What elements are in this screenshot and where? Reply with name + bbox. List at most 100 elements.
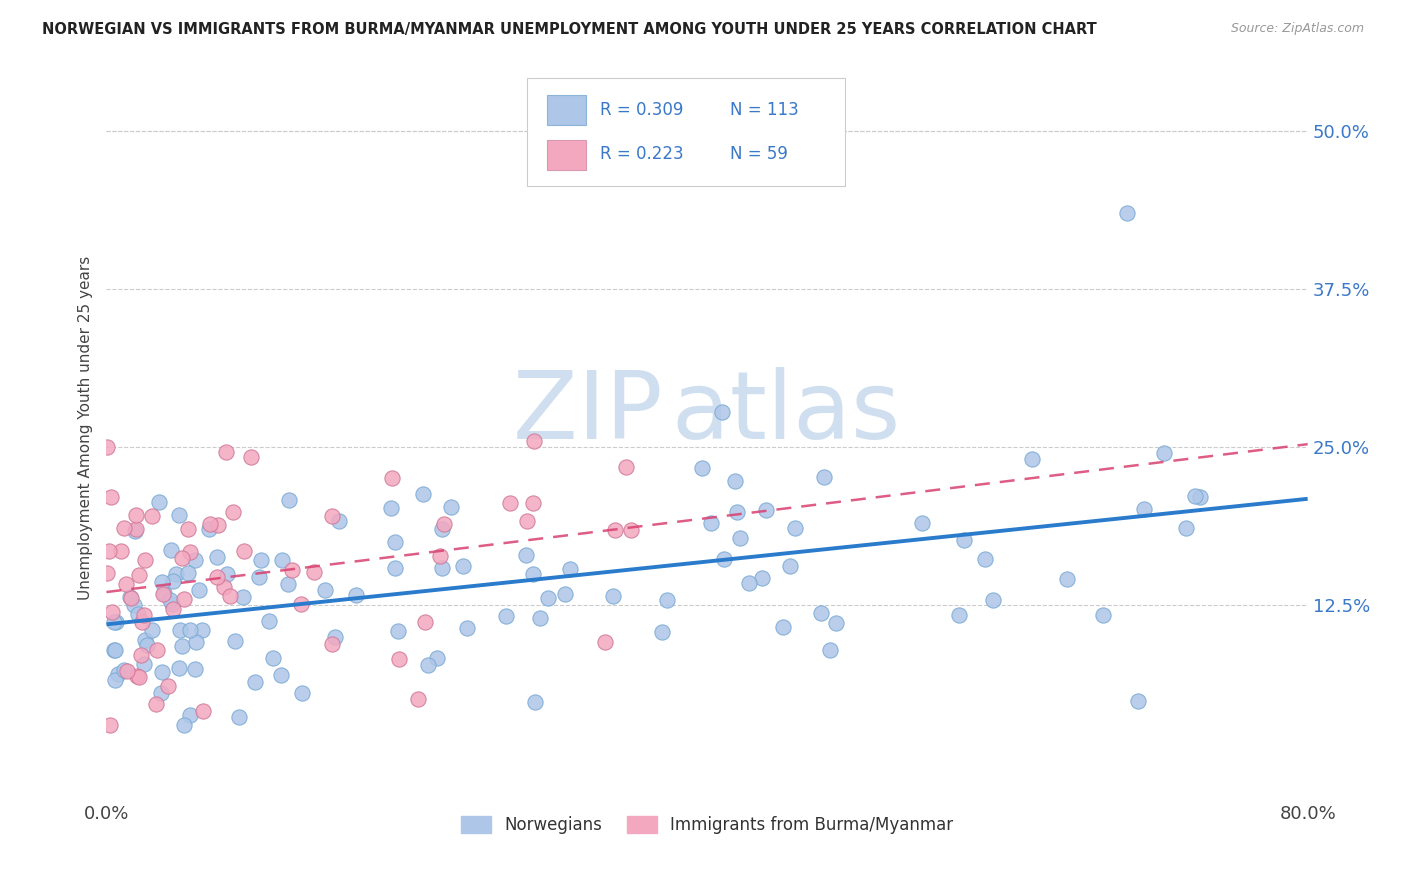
Point <box>430 522 453 536</box>
Point <box>387 624 409 638</box>
Point <box>112 521 135 535</box>
Point <box>426 651 449 665</box>
Point <box>384 535 406 549</box>
Point <box>179 623 201 637</box>
Point <box>198 517 221 532</box>
Point <box>159 593 181 607</box>
Point <box>228 709 250 723</box>
Point <box>430 561 453 575</box>
Point <box>620 523 643 537</box>
Point <box>122 598 145 612</box>
Point <box>1056 572 1078 586</box>
Point <box>314 582 336 597</box>
Point <box>1184 489 1206 503</box>
Point <box>239 450 262 465</box>
Point <box>737 576 759 591</box>
Point <box>110 544 132 558</box>
Point <box>953 533 976 547</box>
Point <box>602 589 624 603</box>
Point <box>290 597 312 611</box>
Point <box>910 516 932 531</box>
Point <box>270 668 292 682</box>
Point <box>173 717 195 731</box>
Point <box>124 524 146 538</box>
Point <box>277 493 299 508</box>
Point <box>207 570 229 584</box>
Point <box>128 670 150 684</box>
Point <box>145 698 167 712</box>
Point <box>321 508 343 523</box>
Point <box>177 523 200 537</box>
Point <box>197 522 219 536</box>
Point <box>751 571 773 585</box>
Point <box>456 621 478 635</box>
Point <box>1126 694 1149 708</box>
Text: ZIP atlas: ZIP atlas <box>513 367 901 459</box>
Point <box>522 496 544 510</box>
Point <box>188 582 211 597</box>
Point <box>785 521 807 535</box>
Point <box>713 552 735 566</box>
Point <box>214 445 236 459</box>
Point <box>440 500 463 515</box>
Point <box>150 686 173 700</box>
Text: R = 0.309: R = 0.309 <box>600 101 683 119</box>
Point <box>184 553 207 567</box>
Point <box>1133 501 1156 516</box>
Point <box>250 552 273 566</box>
Point <box>134 608 156 623</box>
Point <box>184 635 207 649</box>
Point <box>131 648 153 663</box>
Point <box>243 675 266 690</box>
Point <box>416 657 439 672</box>
FancyBboxPatch shape <box>547 95 586 125</box>
Legend: Norwegians, Immigrants from Burma/Myanmar: Norwegians, Immigrants from Burma/Myanma… <box>454 809 960 840</box>
Point <box>974 552 997 566</box>
Text: R = 0.223: R = 0.223 <box>600 145 683 163</box>
Text: Source: ZipAtlas.com: Source: ZipAtlas.com <box>1230 22 1364 36</box>
Point <box>131 615 153 630</box>
Point <box>128 567 150 582</box>
Point <box>103 643 125 657</box>
Point <box>120 590 142 604</box>
Point <box>779 559 801 574</box>
Point <box>169 623 191 637</box>
Point <box>207 517 229 532</box>
Point <box>115 576 138 591</box>
Point <box>772 619 794 633</box>
Point <box>125 669 148 683</box>
Point <box>184 662 207 676</box>
Text: N = 59: N = 59 <box>730 145 787 163</box>
Point <box>107 667 129 681</box>
Point <box>100 490 122 504</box>
Point <box>810 606 832 620</box>
Point <box>100 605 122 619</box>
Point <box>724 474 747 488</box>
Point <box>328 514 350 528</box>
Point <box>173 591 195 606</box>
Point <box>232 590 254 604</box>
Point <box>125 508 148 522</box>
Point <box>755 503 778 517</box>
Point <box>167 660 190 674</box>
Point <box>152 587 174 601</box>
Point <box>429 549 451 563</box>
Point <box>150 574 173 589</box>
Point <box>384 561 406 575</box>
Point <box>271 553 294 567</box>
Point <box>711 405 734 419</box>
Point <box>221 505 243 519</box>
Point <box>730 531 752 545</box>
Point <box>813 470 835 484</box>
Point <box>127 607 149 622</box>
FancyBboxPatch shape <box>527 78 845 186</box>
Point <box>112 663 135 677</box>
Point <box>176 566 198 580</box>
Point <box>522 567 544 582</box>
Point <box>179 707 201 722</box>
Text: N = 113: N = 113 <box>730 101 799 119</box>
Point <box>257 614 280 628</box>
Point <box>105 615 128 630</box>
Point <box>523 696 546 710</box>
Point <box>1189 490 1212 504</box>
